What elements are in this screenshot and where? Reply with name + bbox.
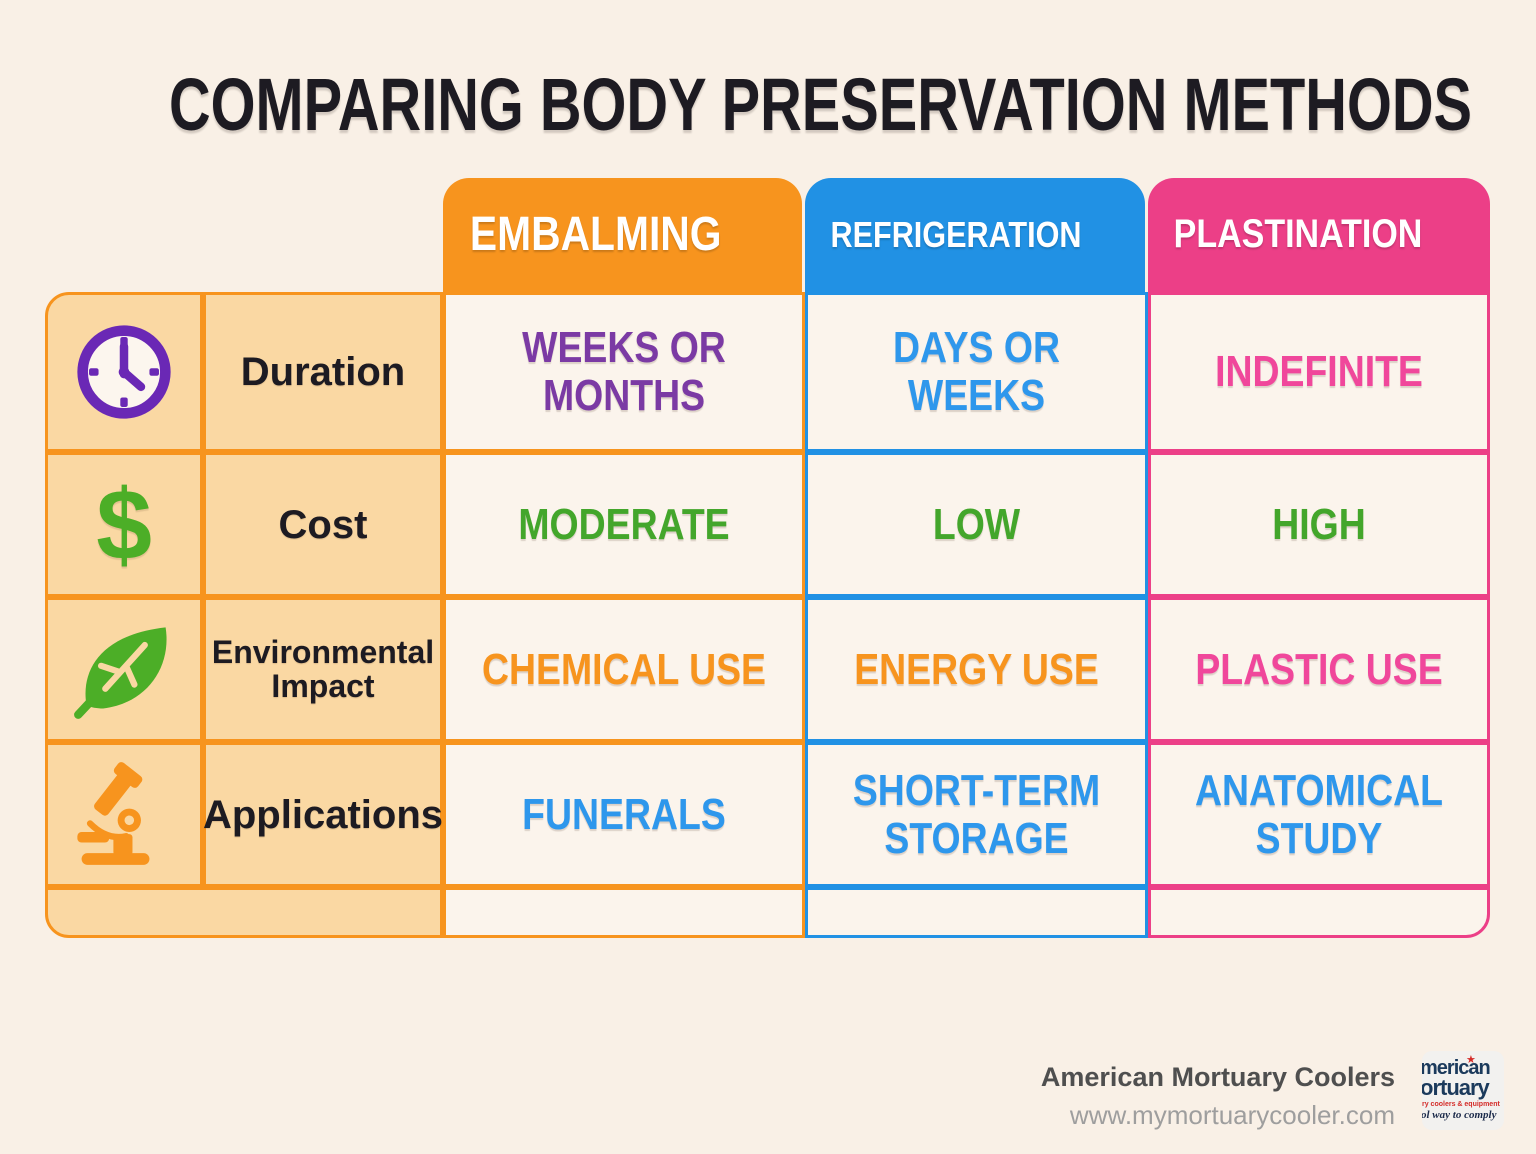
logo-text-line4: ol way to comply bbox=[1422, 1108, 1497, 1121]
cell-value: LOW bbox=[932, 499, 1021, 549]
row-label: Applications bbox=[202, 792, 444, 837]
footer-company-name: American Mortuary Coolers bbox=[1040, 1062, 1395, 1092]
row-label-cell-applications: Applications bbox=[203, 742, 443, 887]
table-footer-strip-left bbox=[45, 887, 443, 938]
row-label: Cost bbox=[278, 502, 368, 547]
company-logo: ★ merican ortuary ry coolers & equipment… bbox=[1422, 1051, 1504, 1130]
leaf-icon bbox=[69, 615, 179, 725]
cell-value: WEEKS OR MONTHS bbox=[522, 323, 726, 420]
column-header-refrigeration: REFRIGERATION bbox=[805, 178, 1145, 292]
row-label-cell-cost: Cost bbox=[203, 452, 443, 597]
cell-applications-refrigeration: SHORT-TERM STORAGE bbox=[805, 742, 1148, 887]
cell-environmental-refrigeration: ENERGY USE bbox=[805, 597, 1148, 742]
cell-environmental-embalming: CHEMICAL USE bbox=[443, 597, 805, 742]
footer-website-url: www.mymortuarycooler.com bbox=[1069, 1100, 1395, 1130]
logo-text-line3: ry coolers & equipment bbox=[1422, 1100, 1500, 1108]
table-footer-strip-refrigeration bbox=[805, 887, 1148, 938]
row-icon-cell-cost: $ bbox=[45, 452, 203, 597]
cell-applications-embalming: FUNERALS bbox=[443, 742, 805, 887]
cell-environmental-plastination: PLASTIC USE bbox=[1148, 597, 1490, 742]
column-header-plastination: PLASTINATION bbox=[1148, 178, 1490, 292]
logo-text-line1: merican bbox=[1422, 1057, 1491, 1079]
cell-value: ANATOMICAL STUDY bbox=[1195, 765, 1443, 863]
column-header-embalming: EMBALMING bbox=[443, 178, 802, 292]
cell-duration-refrigeration: DAYS OR WEEKS bbox=[805, 292, 1148, 452]
logo-star-icon: ★ bbox=[1466, 1054, 1476, 1066]
cell-duration-plastination: INDEFINITE bbox=[1148, 292, 1490, 452]
row-icon-cell-environmental-impact bbox=[45, 597, 203, 742]
cell-value: PLASTIC USE bbox=[1195, 644, 1443, 694]
footer: American Mortuary Coolers www.mymortuary… bbox=[1041, 1062, 1395, 1131]
row-icon-cell-applications bbox=[45, 742, 203, 887]
table-footer-strip-embalming bbox=[443, 887, 805, 938]
microscope-icon bbox=[69, 760, 179, 870]
cell-value: INDEFINITE bbox=[1215, 347, 1423, 397]
cell-duration-embalming: WEEKS OR MONTHS bbox=[443, 292, 805, 452]
cell-value: FUNERALS bbox=[522, 789, 726, 839]
table-footer-strip-plastination bbox=[1148, 887, 1490, 938]
cell-applications-plastination: ANATOMICAL STUDY bbox=[1148, 742, 1490, 887]
cell-cost-refrigeration: LOW bbox=[805, 452, 1148, 597]
page-title: COMPARING BODY PRESERVATION METHODS bbox=[168, 63, 1473, 146]
column-header-label: EMBALMING bbox=[469, 208, 722, 262]
column-header-label: PLASTINATION bbox=[1173, 212, 1423, 257]
row-label-cell-duration: Duration bbox=[203, 292, 443, 452]
cell-value: HIGH bbox=[1272, 499, 1366, 549]
logo-text-line2: ortuary bbox=[1422, 1075, 1490, 1100]
cell-value: MODERATE bbox=[518, 499, 730, 549]
cell-cost-embalming: MODERATE bbox=[443, 452, 805, 597]
comparison-table: EMBALMING REFRIGERATION PLASTINATION bbox=[45, 178, 1490, 938]
cell-value: CHEMICAL USE bbox=[481, 644, 766, 694]
dollar-icon: $ bbox=[96, 468, 152, 581]
row-label-cell-environmental-impact: Environmental Impact bbox=[203, 597, 443, 742]
column-header-label: REFRIGERATION bbox=[830, 213, 1082, 255]
cell-cost-plastination: HIGH bbox=[1148, 452, 1490, 597]
row-label: Environmental Impact bbox=[211, 633, 435, 704]
row-label: Duration bbox=[240, 350, 406, 394]
row-icon-cell-duration bbox=[45, 292, 203, 452]
cell-value: ENERGY USE bbox=[854, 644, 1099, 694]
cell-value: SHORT-TERM STORAGE bbox=[852, 765, 1101, 863]
cell-value: DAYS OR WEEKS bbox=[893, 323, 1060, 420]
clock-icon bbox=[69, 317, 179, 427]
